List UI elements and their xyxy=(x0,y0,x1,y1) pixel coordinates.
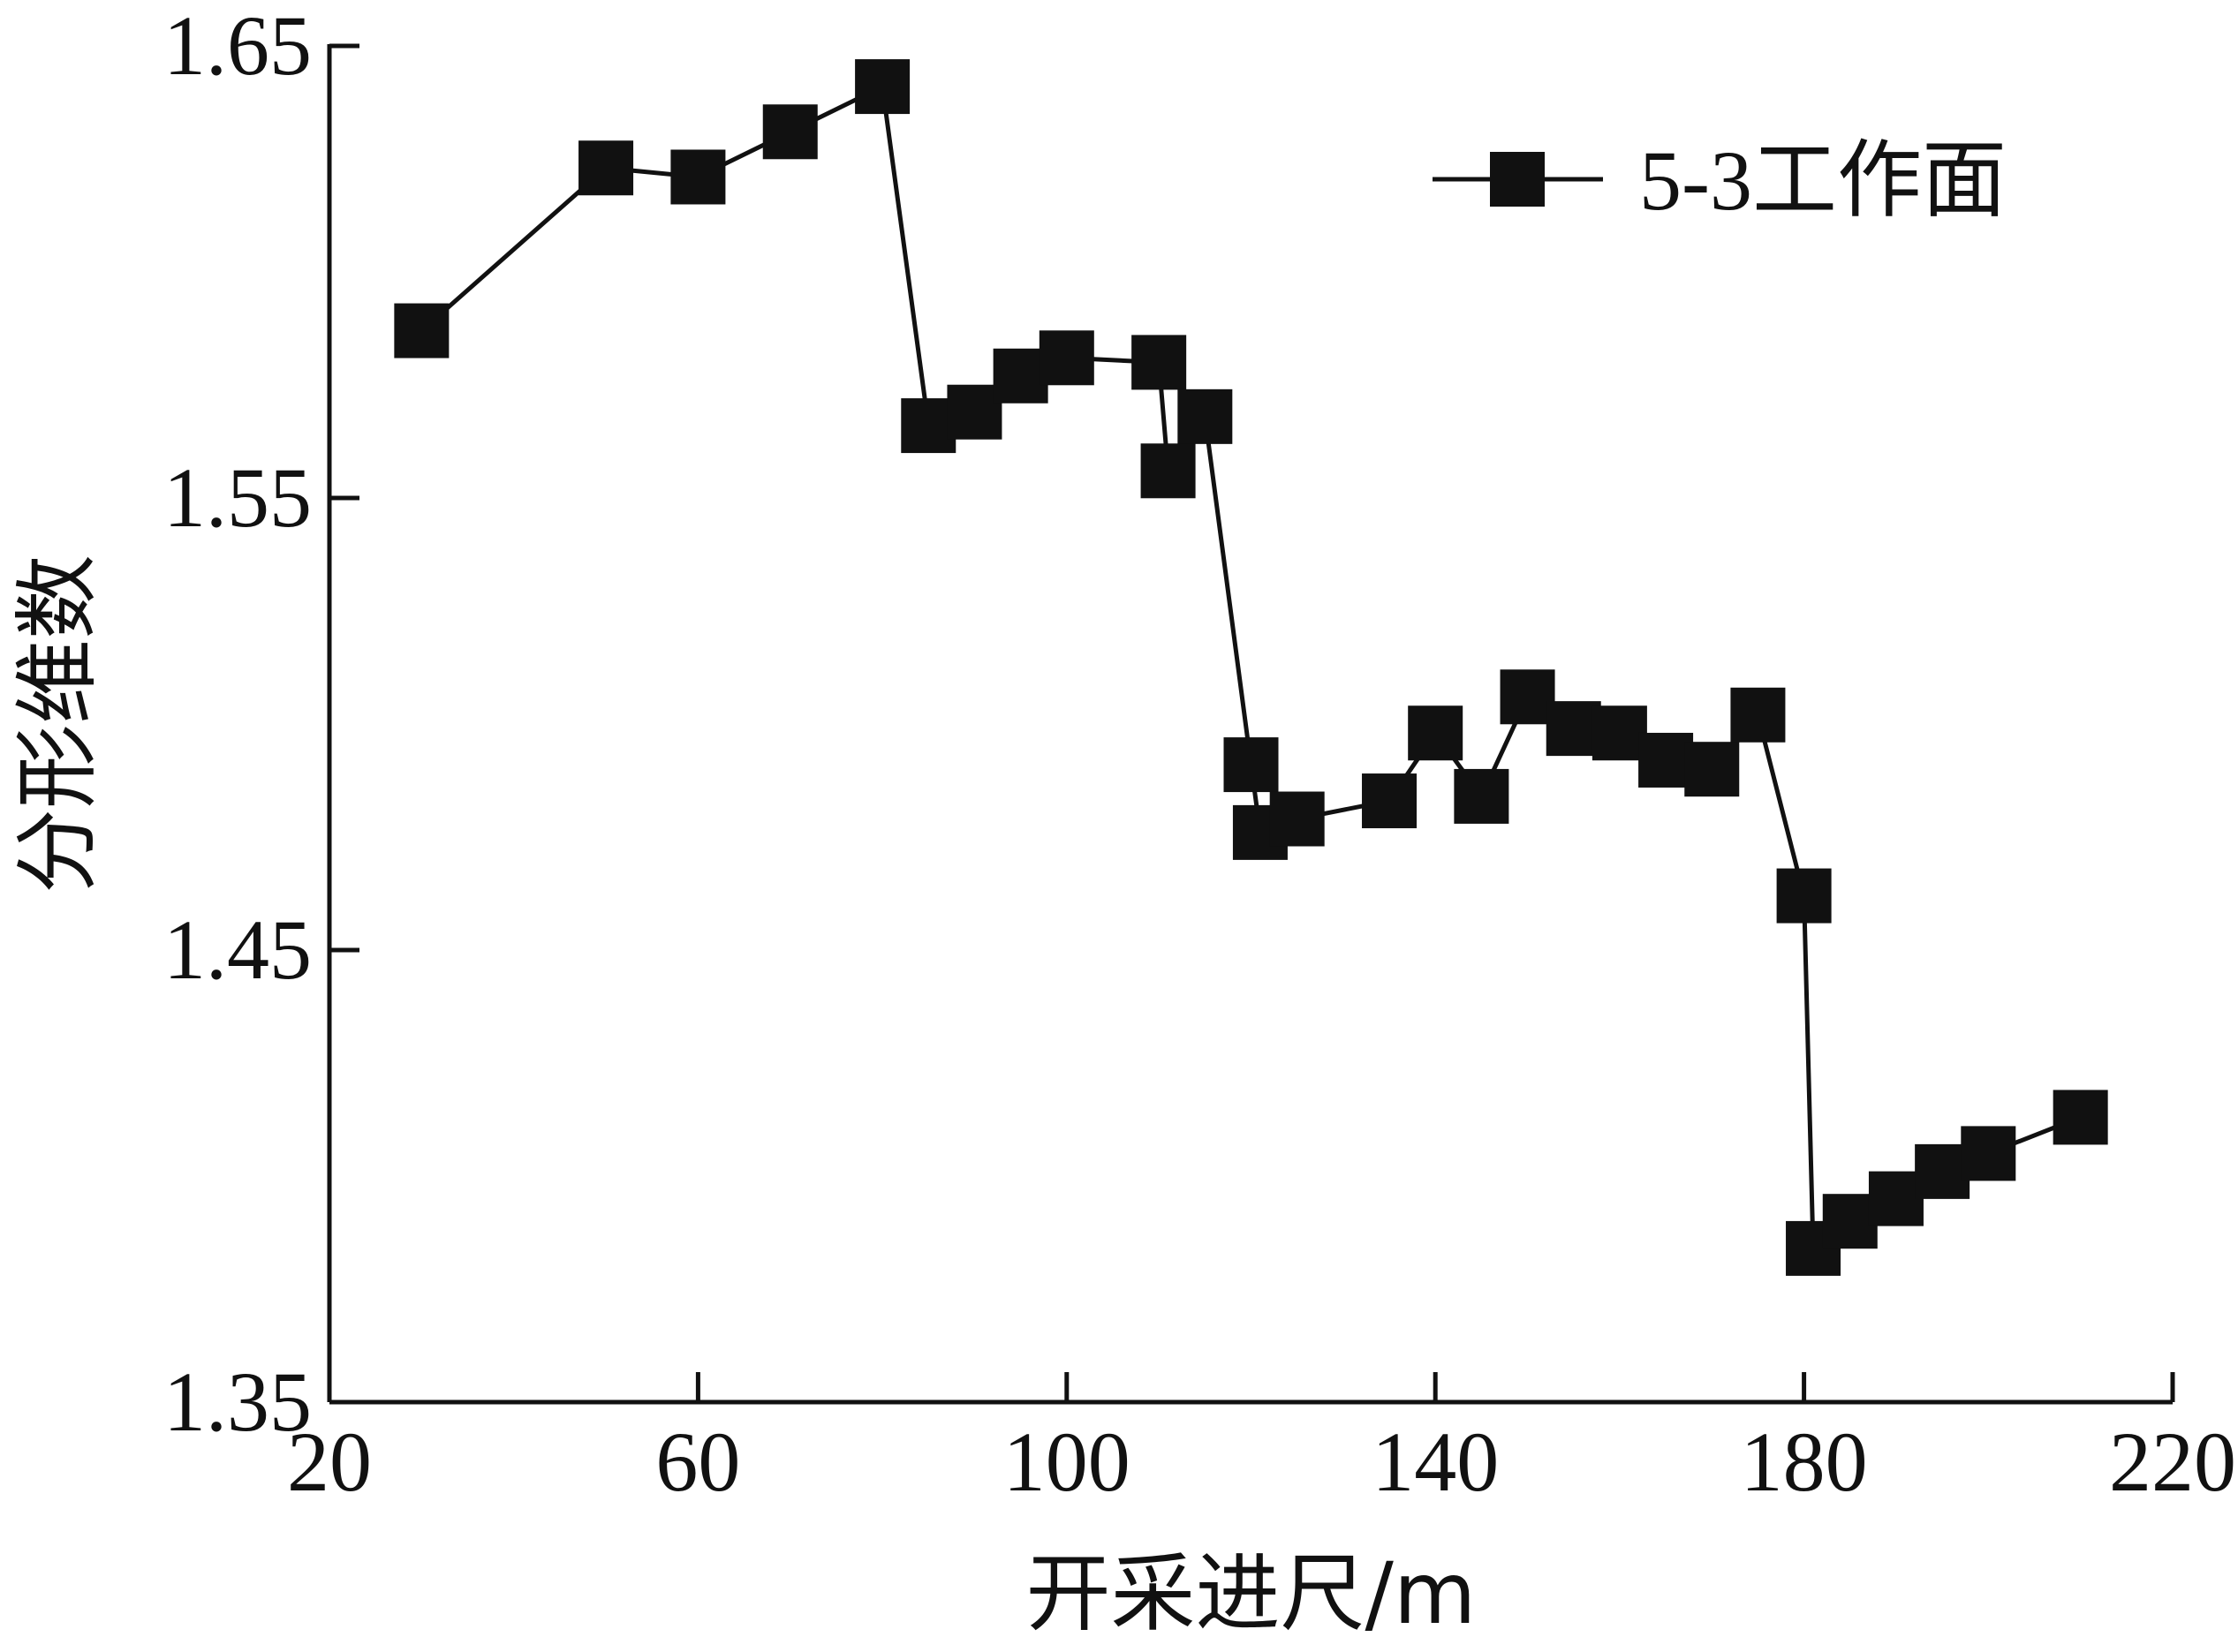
data-point xyxy=(1868,1171,1924,1226)
data-point xyxy=(2053,1090,2108,1145)
series-markers xyxy=(394,59,2108,1276)
axes: 20 60 100 140 180 220 1.35 1.45 1.55 1.65 xyxy=(163,0,2236,1509)
data-point xyxy=(1177,388,1233,444)
data-point xyxy=(1592,705,1647,761)
legend-label: 5-3工作面 xyxy=(1639,133,2007,228)
data-point xyxy=(993,348,1048,404)
y-tick-label: 1.35 xyxy=(163,1354,312,1449)
legend: 5-3工作面 xyxy=(1433,133,2007,228)
data-point xyxy=(855,59,911,115)
data-point xyxy=(1131,335,1187,390)
data-point xyxy=(1140,443,1196,499)
data-point xyxy=(1961,1126,2016,1181)
data-point xyxy=(762,104,818,160)
data-point xyxy=(1039,330,1094,386)
data-point xyxy=(670,149,726,205)
legend-marker xyxy=(1490,152,1545,207)
data-point xyxy=(1269,791,1325,847)
x-tick-label: 140 xyxy=(1372,1414,1499,1509)
y-ticks: 1.35 1.45 1.55 1.65 xyxy=(163,0,359,1449)
data-point xyxy=(1408,705,1463,761)
plot-area xyxy=(394,59,2108,1276)
data-point xyxy=(1223,737,1279,793)
y-tick-label: 1.55 xyxy=(163,450,312,545)
data-point xyxy=(947,384,1002,440)
x-tick-label: 180 xyxy=(1741,1414,1868,1509)
x-tick-label: 60 xyxy=(655,1414,740,1509)
data-point xyxy=(1915,1143,1970,1199)
data-point xyxy=(1362,773,1418,829)
y-tick-label: 1.45 xyxy=(163,902,312,997)
y-axis-title: 分形维数 xyxy=(8,554,107,894)
data-point xyxy=(394,303,450,358)
data-point xyxy=(1454,768,1509,824)
data-point xyxy=(578,140,634,196)
x-tick-label: 20 xyxy=(287,1414,372,1509)
data-point xyxy=(1684,742,1740,797)
data-point xyxy=(1730,687,1786,743)
data-point xyxy=(1546,701,1601,757)
x-tick-label: 220 xyxy=(2109,1414,2236,1509)
y-tick-label: 1.65 xyxy=(163,0,312,93)
data-point xyxy=(1638,732,1694,788)
series-line xyxy=(420,83,2082,1253)
data-point xyxy=(901,398,956,454)
data-point xyxy=(1822,1194,1878,1249)
x-ticks: 20 60 100 140 180 220 xyxy=(287,1372,2236,1509)
x-tick-label: 100 xyxy=(1003,1414,1130,1509)
x-axis-title: 开采进尺/m xyxy=(1026,1544,1477,1643)
data-point xyxy=(1500,669,1555,725)
data-point xyxy=(1776,868,1832,924)
